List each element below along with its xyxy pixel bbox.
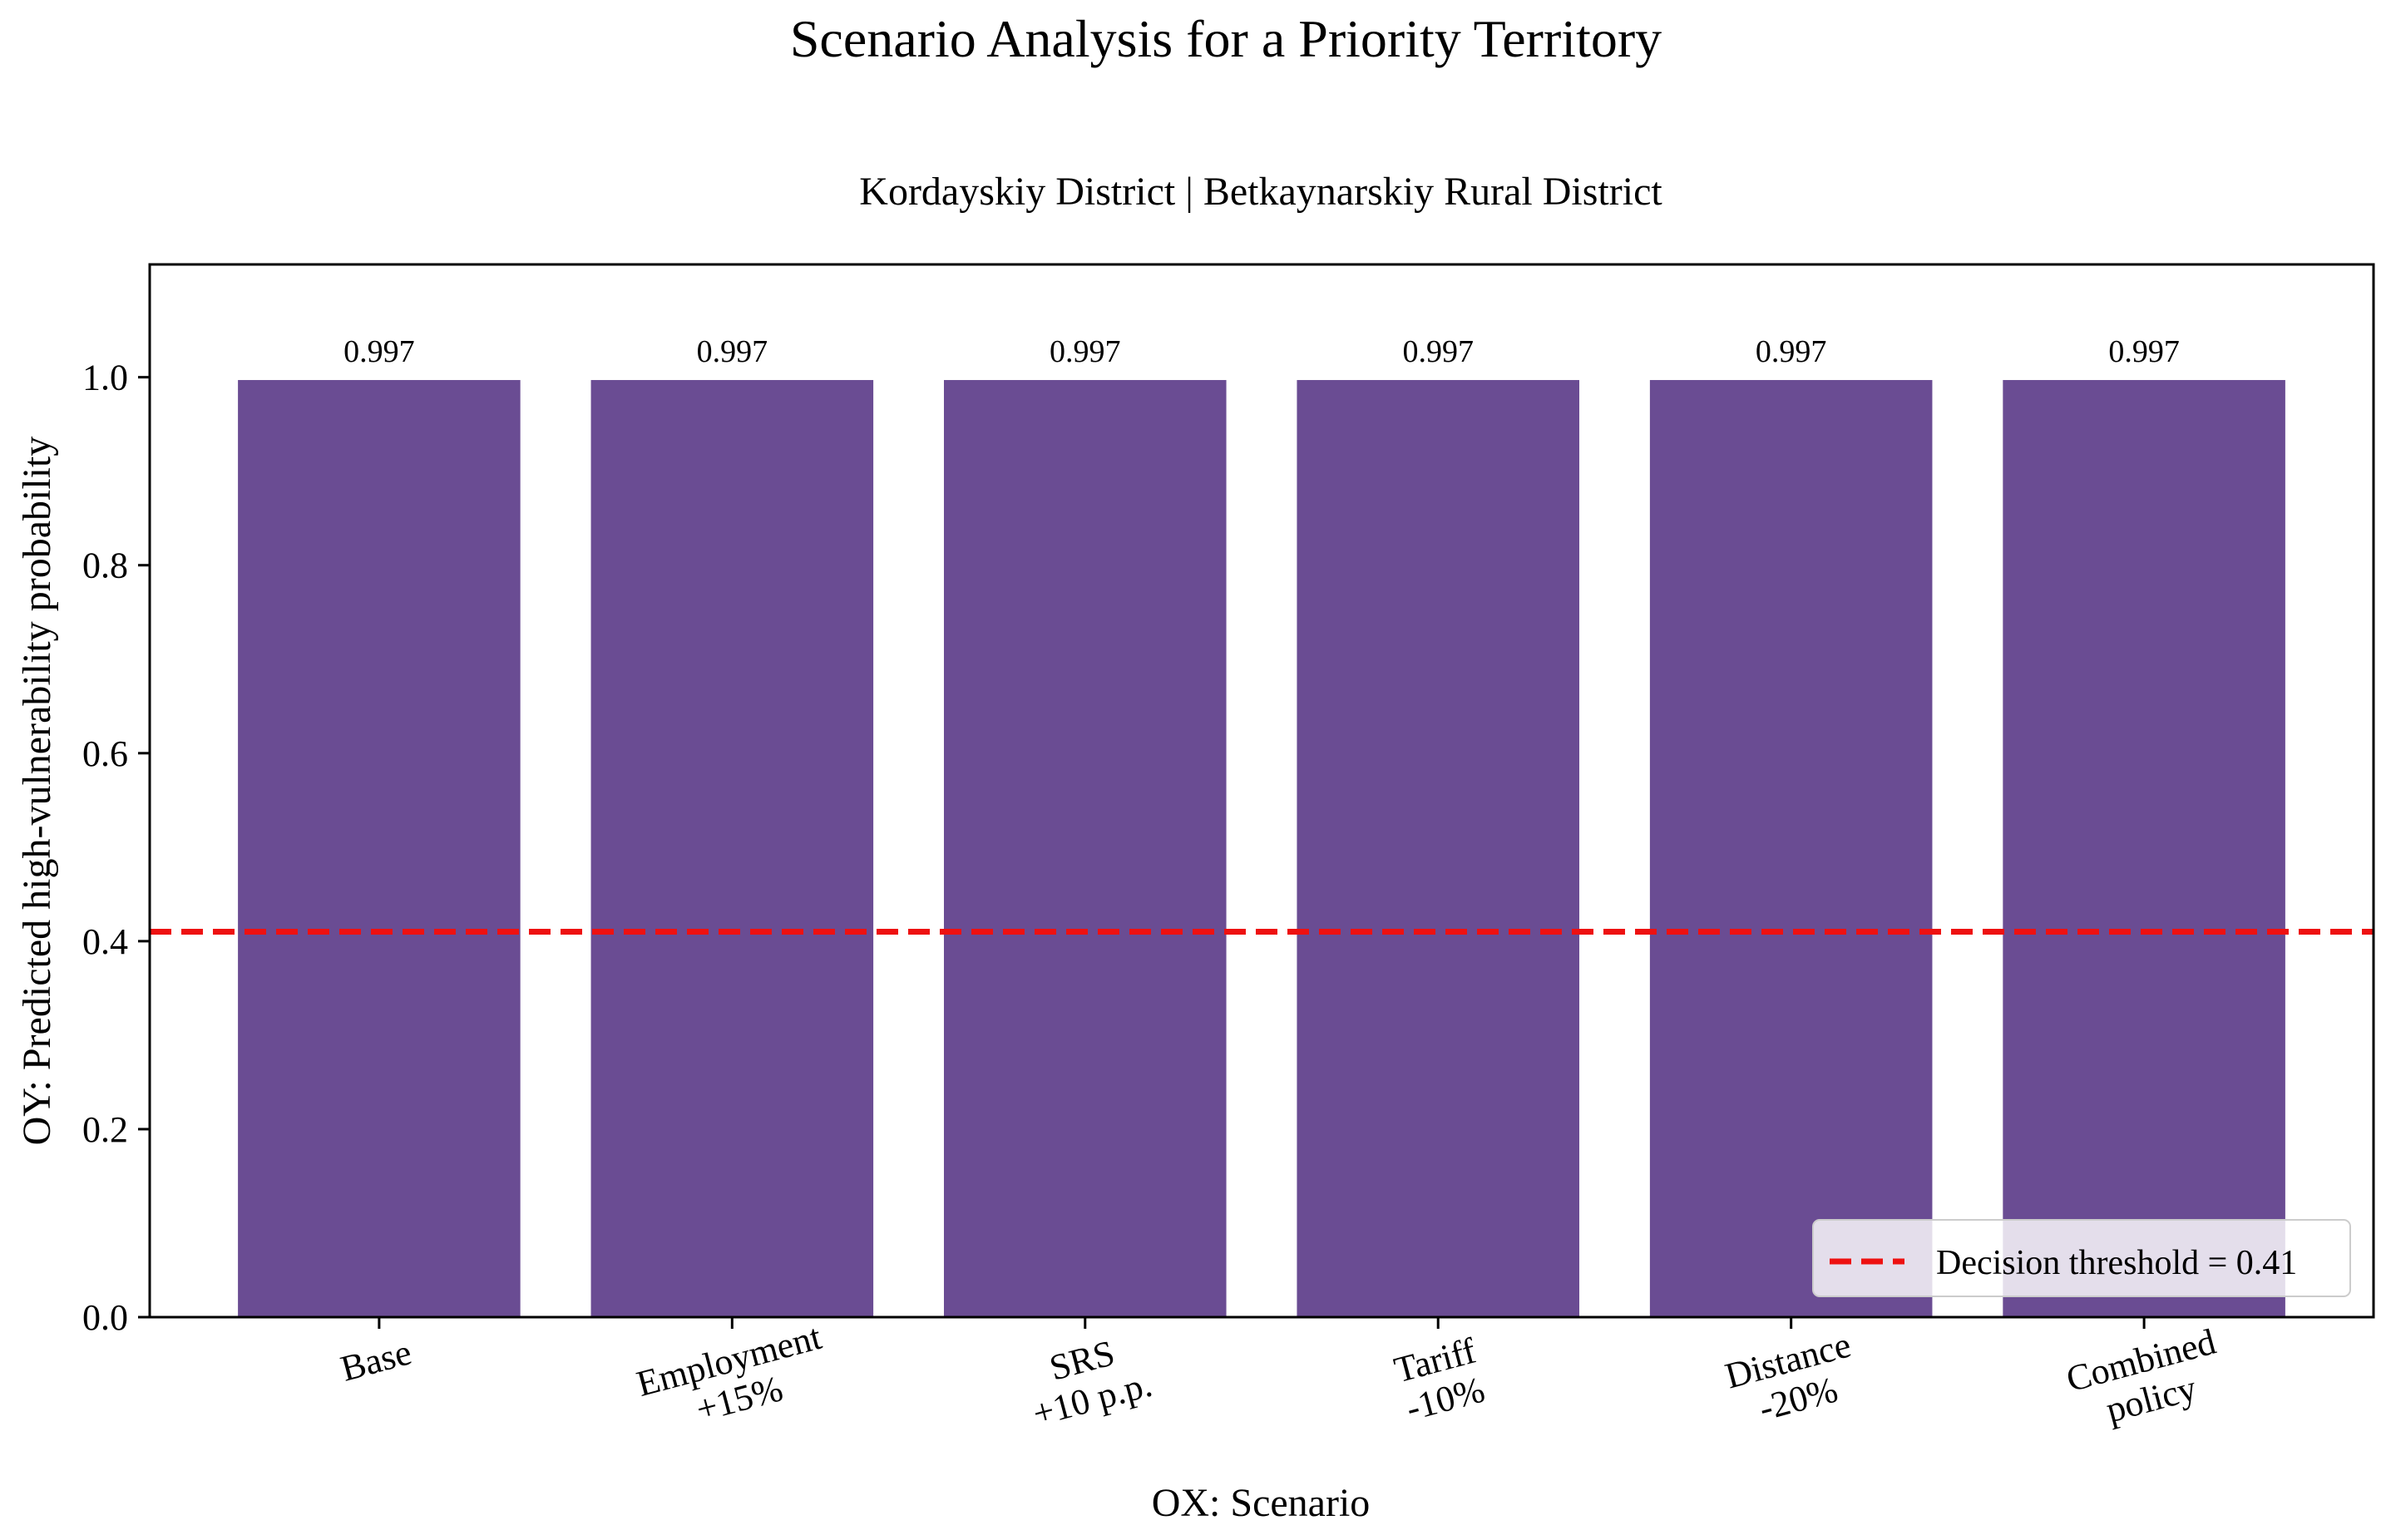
x-tick-label-1: Employment+15% <box>632 1316 836 1444</box>
chart-title: Scenario Analysis for a Priority Territo… <box>790 9 1662 68</box>
y-tick-label-0: 0.0 <box>82 1297 128 1338</box>
bar-5 <box>2003 380 2285 1317</box>
legend-box <box>1812 1219 2351 1297</box>
x-tick-label-0: Base <box>336 1331 415 1389</box>
data-label-5: 0.997 <box>2108 334 2180 369</box>
chart-subtitle: Kordayskiy District | Betkaynarskiy Rura… <box>859 170 1662 214</box>
y-tick-label-4: 0.8 <box>82 545 128 586</box>
plot-frame <box>148 263 2375 1319</box>
bar-3 <box>1297 380 1579 1317</box>
legend-threshold-label: Decision threshold = 0.41 <box>1936 1244 2297 1282</box>
data-label-1: 0.997 <box>697 334 768 369</box>
x-tick-label-3: Tariff-10% <box>1390 1330 1490 1429</box>
y-tick-label-2: 0.4 <box>82 921 128 962</box>
legend: Decision threshold = 0.41 <box>1812 1219 2351 1297</box>
x-tick-label-4: Distance-20% <box>1721 1324 1865 1435</box>
y-tick-label-5: 1.0 <box>82 358 128 398</box>
x-axis: Base Employment+15% SRS+10 p.p. Tariff-10% D… <box>336 1316 2230 1444</box>
bars-group <box>238 380 2285 1317</box>
y-tick-label-1: 0.2 <box>82 1109 128 1150</box>
x-tick-label-5: Combinedpolicy <box>2062 1321 2230 1439</box>
bar-4 <box>1649 380 1933 1317</box>
data-label-3: 0.997 <box>1402 334 1474 369</box>
y-axis-label: OY: Predicted high-vulnerability probabi… <box>15 437 59 1146</box>
y-axis: 0.0 0.2 0.4 0.6 0.8 1.0 <box>82 358 150 1338</box>
y-tick-label-3: 0.6 <box>82 733 128 774</box>
x-axis-label: OX: Scenario <box>1152 1481 1371 1525</box>
bar-0 <box>238 380 521 1317</box>
x-tick-label-2: SRS+10 p.p. <box>1018 1325 1156 1434</box>
x-tick-label-0-line-0: Base <box>336 1331 415 1389</box>
bar-2 <box>944 380 1227 1317</box>
data-label-4: 0.997 <box>1756 334 1827 369</box>
data-labels-group: 0.997 0.997 0.997 0.997 0.997 0.997 <box>343 334 2180 369</box>
bar-1 <box>590 380 874 1317</box>
data-label-0: 0.997 <box>343 334 415 369</box>
data-label-2: 0.997 <box>1050 334 1121 369</box>
